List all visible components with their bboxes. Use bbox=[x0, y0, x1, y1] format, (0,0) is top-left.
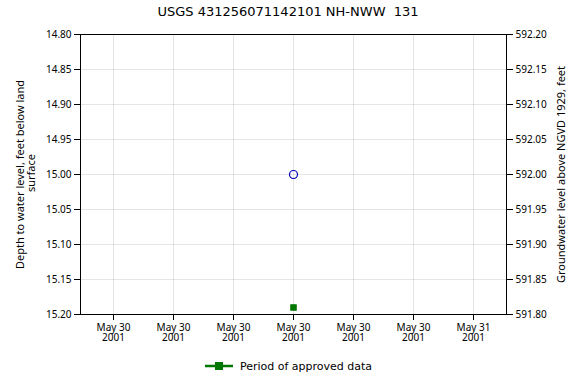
svg-text:15.20: 15.20 bbox=[46, 307, 72, 321]
svg-text:Groundwater level above NGVD 1: Groundwater level above NGVD 1929, feet bbox=[553, 66, 568, 283]
svg-text:14.95: 14.95 bbox=[46, 132, 72, 146]
svg-text:May 312001: May 312001 bbox=[457, 320, 491, 344]
svg-text:592.10: 592.10 bbox=[516, 97, 548, 111]
svg-text:15.00: 15.00 bbox=[46, 167, 72, 181]
html-text:USGS 431256071142101 NH-NWW 13: USGS 431256071142101 NH-NWW 131 bbox=[157, 4, 419, 19]
svg-text:May 302001: May 302001 bbox=[397, 320, 431, 344]
svg-text:May 302001: May 302001 bbox=[157, 320, 191, 344]
svg-text:May 302001: May 302001 bbox=[337, 320, 371, 344]
svg-text:May 302001: May 302001 bbox=[217, 320, 251, 344]
svg-text:15.10: 15.10 bbox=[46, 237, 72, 251]
svg-text:592.00: 592.00 bbox=[516, 167, 548, 181]
svg-text:14.90: 14.90 bbox=[46, 97, 72, 111]
svg-text:592.15: 592.15 bbox=[516, 62, 548, 76]
svg-text:14.85: 14.85 bbox=[46, 62, 72, 76]
svg-text:15.15: 15.15 bbox=[46, 272, 72, 286]
svg-text:591.80: 591.80 bbox=[516, 307, 548, 321]
svg-text:May 302001: May 302001 bbox=[277, 320, 311, 344]
svg-text:592.20: 592.20 bbox=[516, 27, 548, 41]
svg-text:592.05: 592.05 bbox=[516, 132, 548, 146]
svg-text:591.90: 591.90 bbox=[516, 237, 548, 251]
html-text:Period of approved data: Period of approved data bbox=[239, 359, 373, 373]
svg-text:14.80: 14.80 bbox=[46, 27, 72, 41]
svg-text:May 302001: May 302001 bbox=[97, 320, 131, 344]
svg-text:Depth to water level, feet bel: Depth to water level, feet below land su… bbox=[12, 80, 38, 269]
svg-text:591.95: 591.95 bbox=[516, 202, 548, 216]
svg-text:15.05: 15.05 bbox=[46, 202, 72, 216]
svg-text:591.85: 591.85 bbox=[516, 272, 548, 286]
